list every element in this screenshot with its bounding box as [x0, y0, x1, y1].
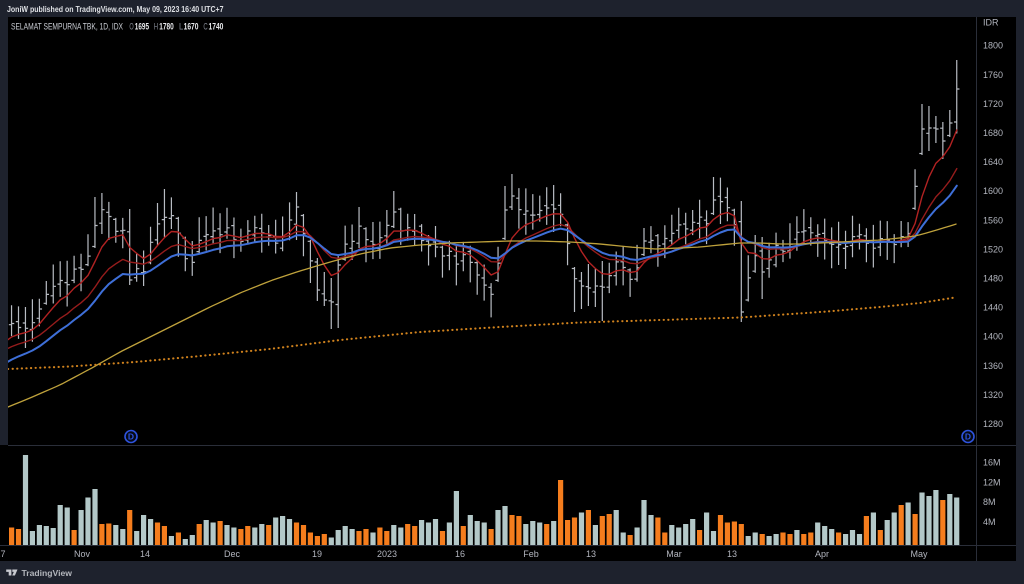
svg-text:2023: 2023	[377, 549, 397, 559]
svg-text:Dec: Dec	[224, 549, 241, 559]
svg-text:17: 17	[0, 549, 6, 559]
svg-text:1760: 1760	[983, 70, 1003, 80]
svg-text:May: May	[910, 549, 928, 559]
svg-text:Mar: Mar	[666, 549, 682, 559]
svg-text:1640: 1640	[983, 157, 1003, 167]
svg-text:13: 13	[586, 549, 596, 559]
svg-text:19: 19	[312, 549, 322, 559]
svg-text:1720: 1720	[983, 99, 1003, 109]
svg-text:C: C	[203, 21, 208, 31]
svg-text:H: H	[154, 21, 158, 31]
svg-text:1440: 1440	[983, 303, 1003, 313]
svg-text:12M: 12M	[983, 477, 1001, 487]
svg-text:4M: 4M	[983, 517, 996, 527]
svg-text:1360: 1360	[983, 361, 1003, 371]
svg-text:1400: 1400	[983, 332, 1003, 342]
svg-text:L: L	[179, 21, 183, 31]
svg-text:1320: 1320	[983, 390, 1003, 400]
svg-text:Feb: Feb	[523, 549, 539, 559]
svg-text:Apr: Apr	[815, 549, 829, 559]
svg-text:8M: 8M	[983, 497, 996, 507]
svg-text:1680: 1680	[983, 128, 1003, 138]
svg-text:SELAMAT SEMPURNA TBK, 1D, IDX: SELAMAT SEMPURNA TBK, 1D, IDX	[11, 21, 123, 31]
svg-text:1560: 1560	[983, 215, 1003, 225]
svg-text:IDR: IDR	[983, 18, 999, 28]
svg-text:1780: 1780	[159, 21, 174, 31]
svg-text:1280: 1280	[983, 419, 1003, 429]
svg-text:JoniW published on TradingView: JoniW published on TradingView.com, May …	[7, 5, 224, 14]
svg-text:D: D	[128, 432, 134, 442]
svg-text:1800: 1800	[983, 41, 1003, 51]
svg-text:1520: 1520	[983, 244, 1003, 254]
svg-text:14: 14	[140, 549, 150, 559]
svg-text:TradingView: TradingView	[22, 568, 73, 578]
svg-text:1695: 1695	[135, 21, 149, 31]
svg-text:16M: 16M	[983, 458, 1001, 468]
svg-text:16: 16	[455, 549, 465, 559]
svg-text:1480: 1480	[983, 274, 1003, 284]
svg-text:Nov: Nov	[74, 549, 91, 559]
svg-text:1670: 1670	[184, 21, 199, 31]
svg-text:O: O	[129, 21, 133, 31]
svg-text:1600: 1600	[983, 186, 1003, 196]
svg-text:D: D	[965, 432, 971, 442]
svg-text:1740: 1740	[209, 21, 224, 31]
svg-text:13: 13	[727, 549, 737, 559]
